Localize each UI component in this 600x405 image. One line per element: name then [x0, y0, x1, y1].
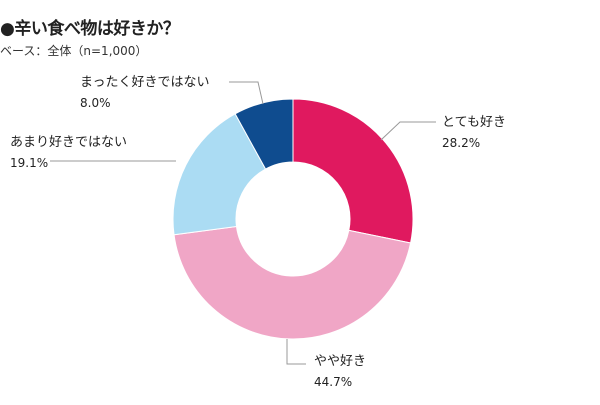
slice-label-3: まったく好きではない 8.0% [80, 73, 209, 113]
slice-value: 8.0% [80, 96, 111, 110]
slice-label-2: あまり好きではない 19.1% [10, 133, 127, 173]
slice-name: まったく好きではない [80, 75, 210, 90]
slice-name: とても好き [442, 115, 506, 130]
donut-slice-0 [292, 98, 414, 244]
slice-value: 44.7% [314, 375, 353, 389]
donut-slice-3 [234, 98, 294, 170]
donut-slice-1 [173, 225, 412, 340]
slice-label-0: とても好き 28.2% [442, 113, 506, 153]
leader-line-0 [380, 121, 436, 141]
chart-subtitle: ベース：全体（n=1,000） [0, 44, 148, 58]
donut-slice-2 [172, 113, 267, 236]
slice-name: やや好き [314, 354, 367, 369]
leader-line-1 [286, 339, 306, 365]
slice-name: あまり好きではない [10, 135, 128, 150]
slice-value: 28.2% [442, 136, 481, 150]
leader-line-3 [229, 81, 264, 105]
slice-value: 19.1% [10, 156, 49, 170]
slice-label-1: やや好き 44.7% [314, 352, 366, 392]
chart-title: ●辛い食べ物は好きか？ [0, 19, 180, 39]
